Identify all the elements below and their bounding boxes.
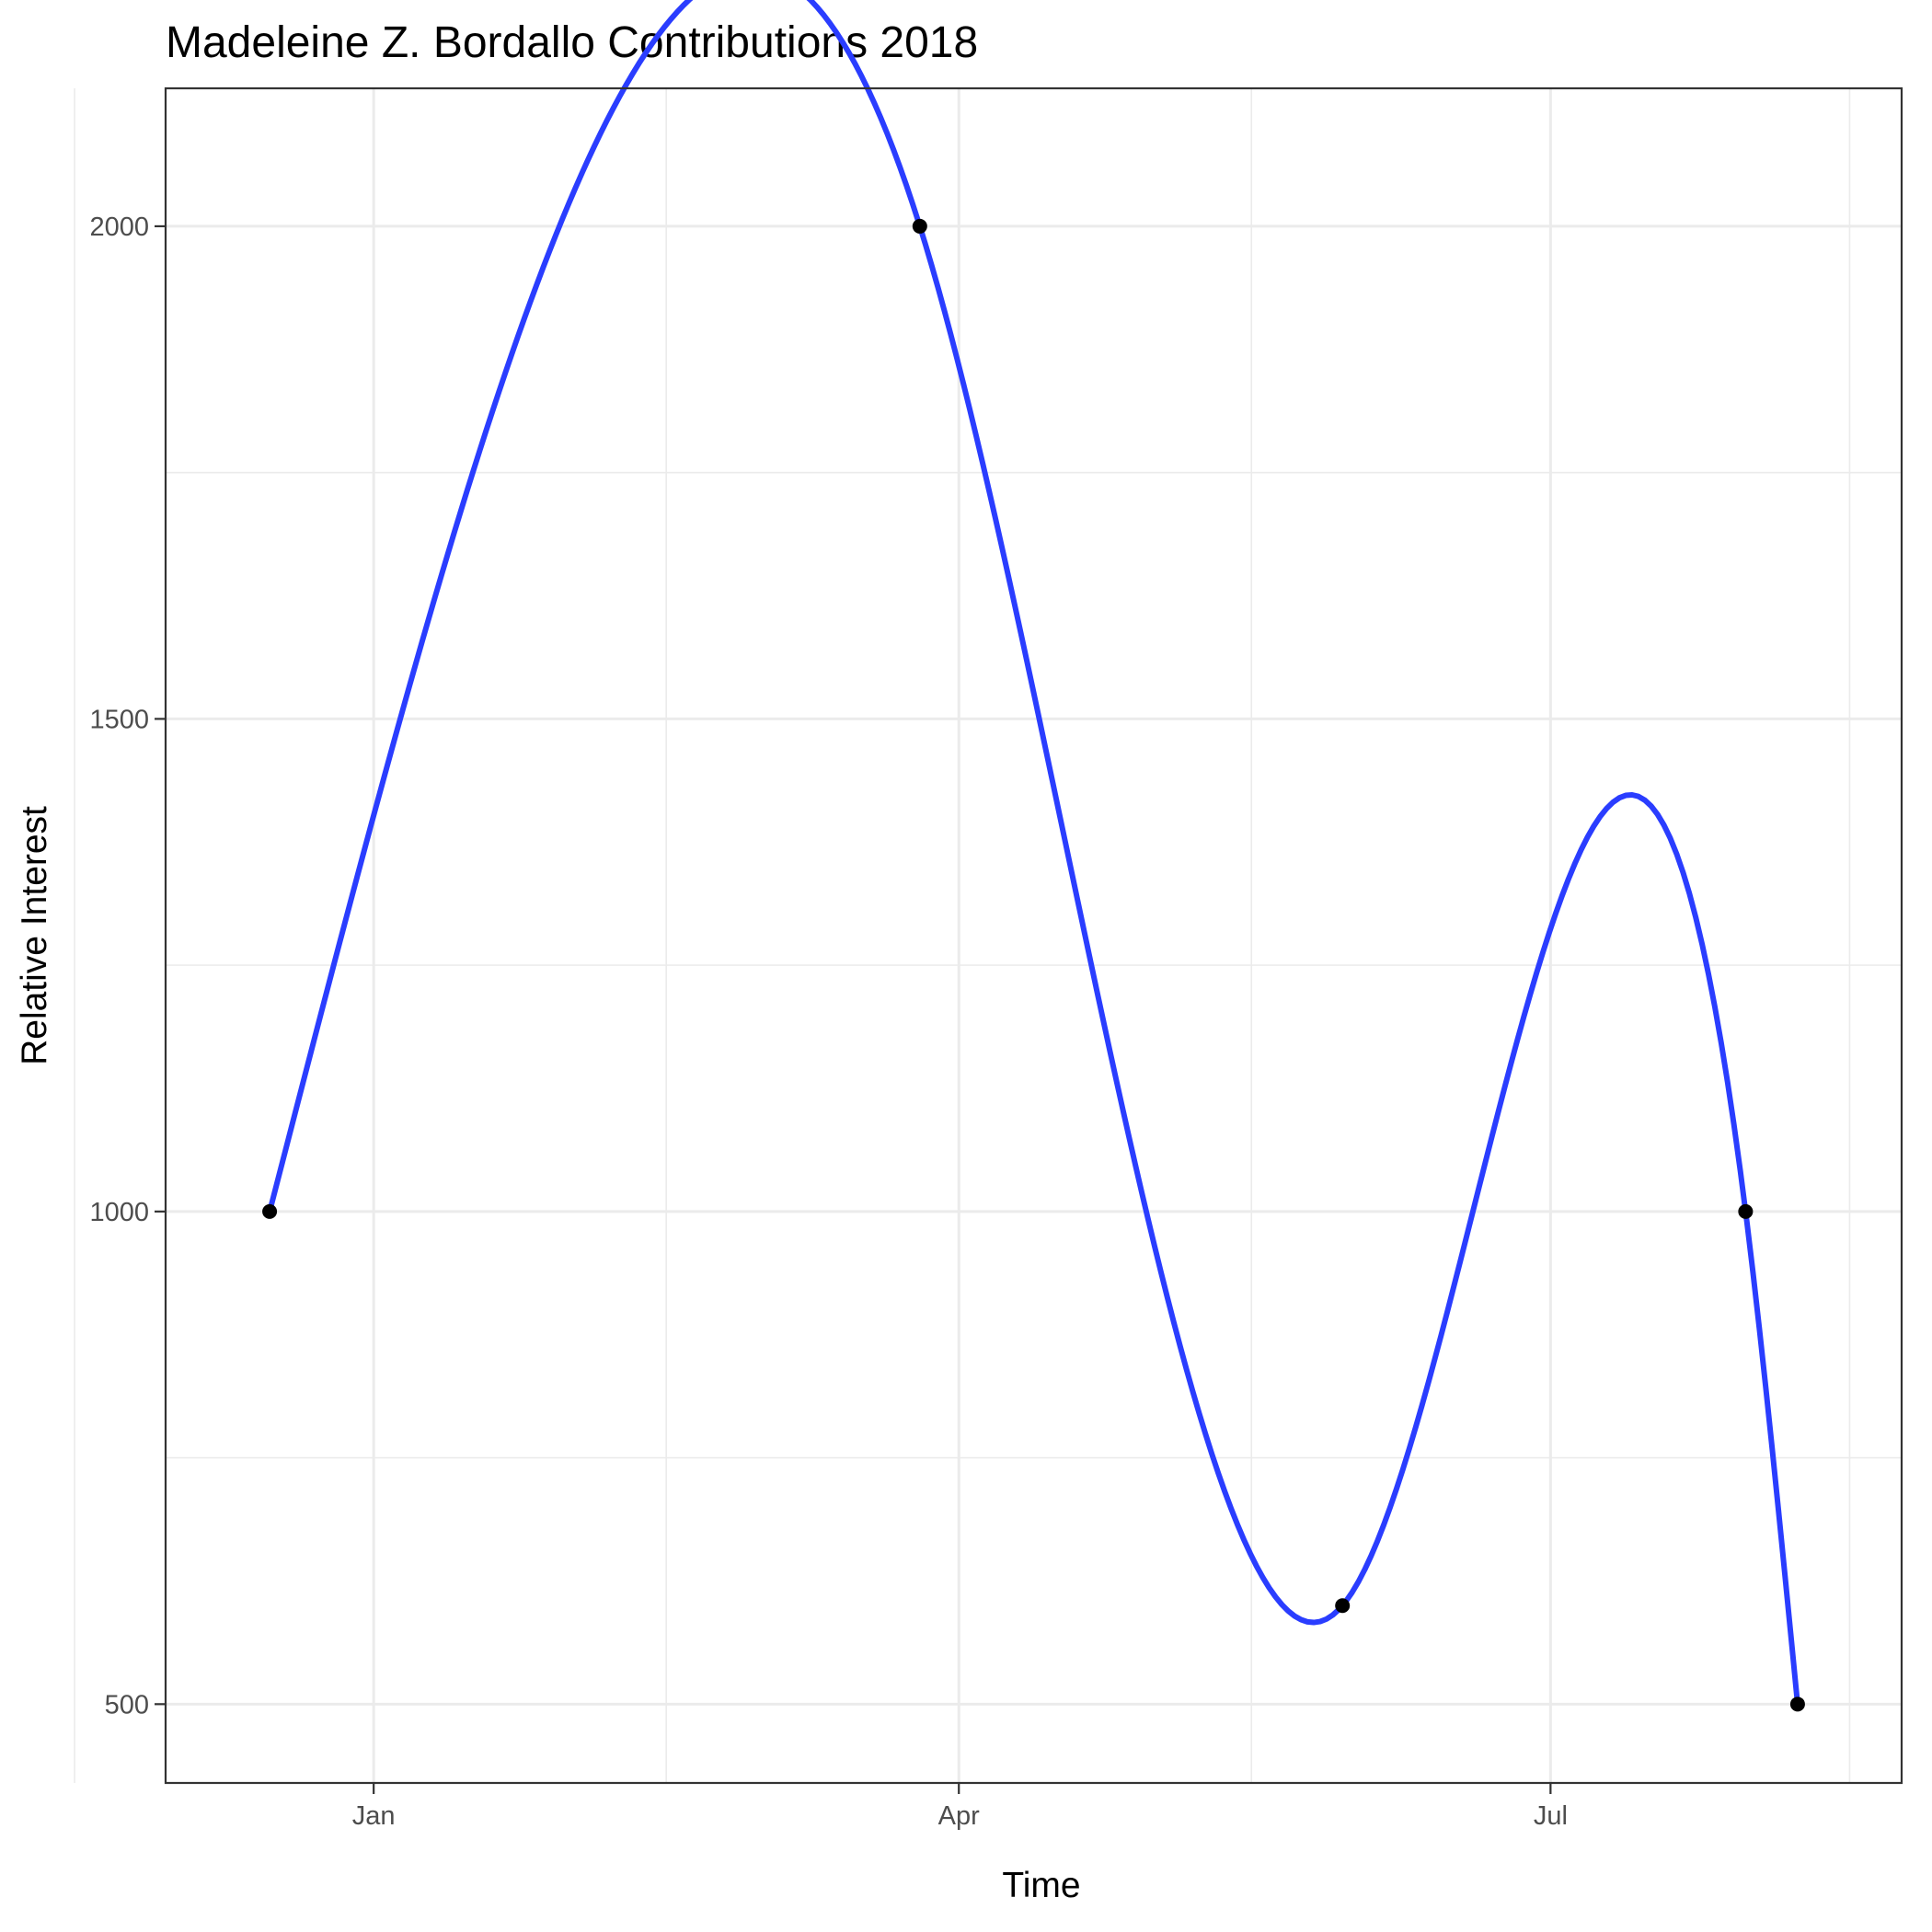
y-axis: 500 1000 1500 2000	[89, 213, 166, 1719]
data-point	[1738, 1203, 1754, 1219]
x-tick-label: Jan	[352, 1801, 396, 1831]
y-tick-label: 1500	[89, 705, 149, 734]
panel-border	[164, 86, 1903, 1785]
data-point	[1335, 1598, 1351, 1614]
data-point	[912, 218, 927, 234]
x-tick-label: Jul	[1534, 1801, 1568, 1831]
series-line-layer	[267, 0, 1800, 1705]
data-point	[262, 1203, 278, 1219]
series-line	[267, 0, 1800, 1705]
chart-title: Madeleine Z. Bordallo Contributions 2018	[166, 18, 978, 67]
x-axis-title: Time	[1002, 1866, 1080, 1905]
x-axis: Jan Apr Jul	[352, 1783, 1568, 1831]
y-tick-label: 1000	[89, 1198, 149, 1227]
data-point	[1789, 1696, 1805, 1712]
y-tick-label: 500	[105, 1690, 149, 1719]
data-points	[262, 218, 1805, 1712]
y-axis-title: Relative Interest	[15, 806, 54, 1065]
x-tick-label: Apr	[938, 1801, 980, 1831]
y-tick-label: 2000	[89, 213, 149, 242]
